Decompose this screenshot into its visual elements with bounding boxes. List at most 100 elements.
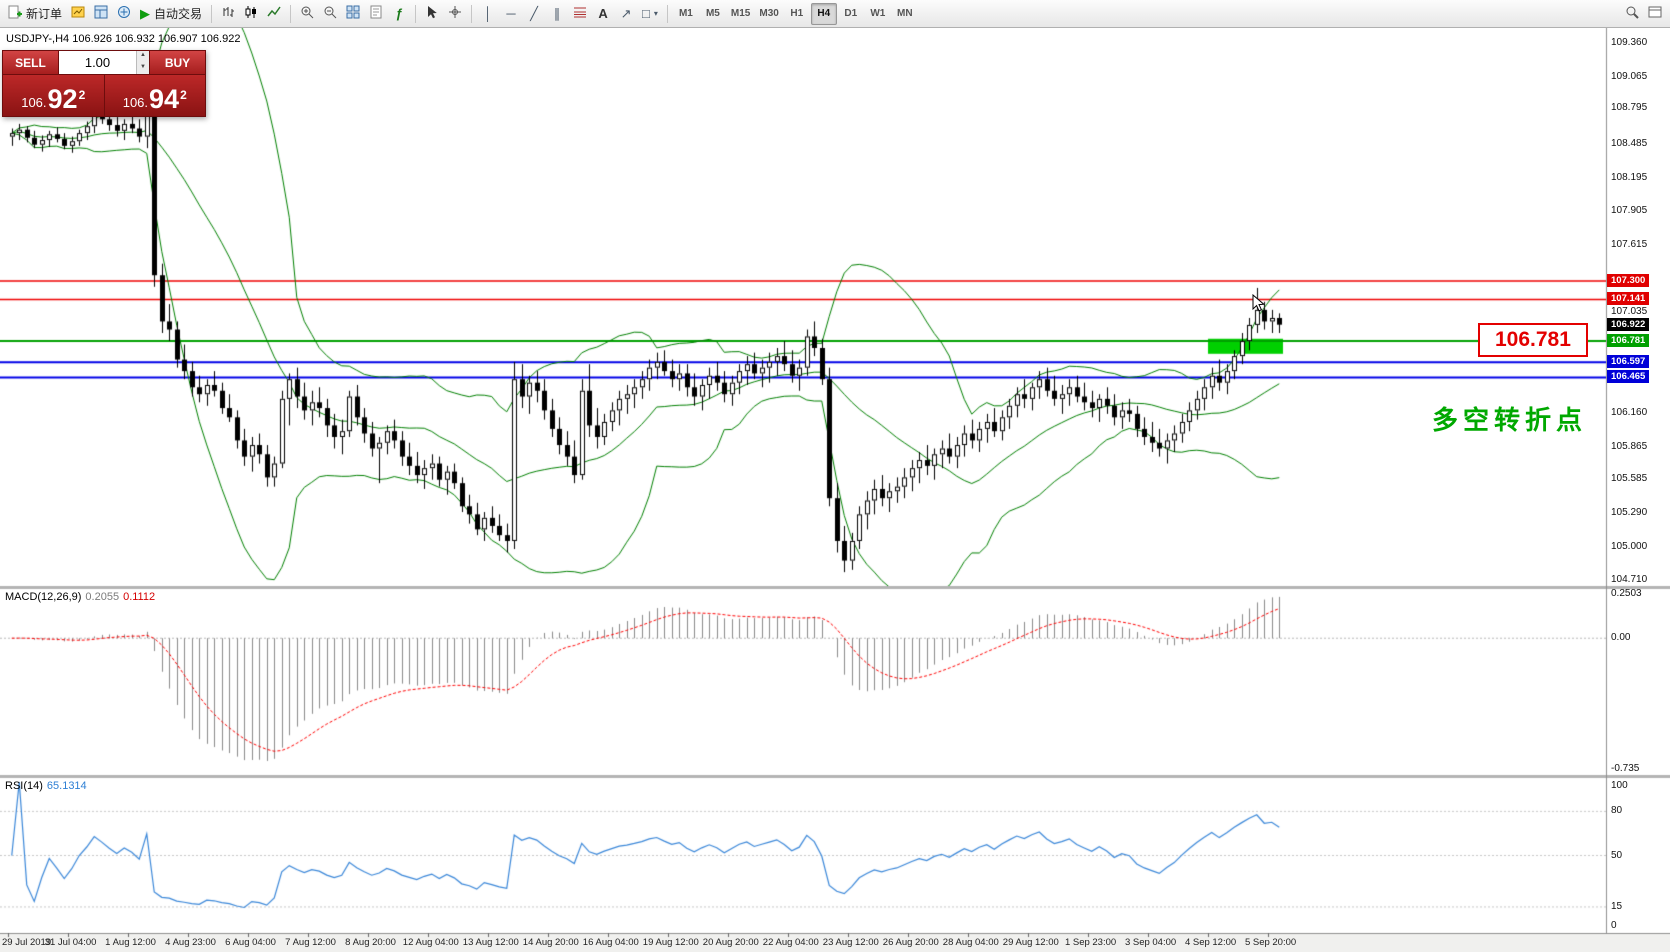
time-axis-label: 26 Aug 20:00 [882,937,939,948]
price-tag: 107.141 [1607,292,1650,306]
fibonacci-button[interactable] [569,3,591,25]
volume-input[interactable] [59,51,137,74]
time-axis-label: 6 Aug 04:00 [225,937,276,948]
text-button[interactable]: A [592,3,614,25]
auto-trading-button[interactable]: ▶ 自动交易 [136,3,206,25]
time-axis-label: 1 Sep 23:00 [1064,937,1117,948]
symbol-ohlc-info: USDJPY-,H4 106.926 106.932 106.907 106.9… [6,33,241,45]
new-order-label: 新订单 [26,7,63,21]
timeframe-h4-button[interactable]: H4 [810,2,837,25]
chevron-down-icon: ▾ [653,9,658,18]
fibonacci-icon [573,5,587,22]
time-axis-label: 31 Jul 04:00 [44,937,97,948]
macd-scale-min-label: -0.735 [1611,763,1640,774]
indicators-button[interactable]: ƒ [388,3,410,25]
price-axis-label: 104.710 [1611,574,1648,586]
timeframe-d1-button[interactable]: D1 [838,3,864,25]
sell-button[interactable]: SELL [3,51,59,74]
market-watch-icon [94,5,108,22]
bid-prefix: 106. [21,95,47,110]
zoom-in-button[interactable] [296,3,318,25]
layout-icon [1648,5,1662,22]
ask-price[interactable]: 106. 94 2 [105,75,206,116]
timeframe-m15-button[interactable]: M15 [727,3,754,25]
candlestick-button[interactable] [240,3,262,25]
bid-pipette: 2 [78,88,86,102]
price-axis-label: 108.795 [1611,102,1648,114]
rsi-scale-label: 80 [1611,805,1623,817]
price-axis-label: 108.195 [1611,171,1648,183]
tile-windows-button[interactable] [342,3,364,25]
macd-scale-zero-label: 0.00 [1611,632,1631,644]
price-axis-label: 107.905 [1611,205,1648,217]
new-order-icon [8,5,22,22]
layout-button[interactable] [1644,3,1666,25]
channel-icon: ∥ [553,6,561,21]
candlestick-icon [244,5,258,22]
toolbar-separator [415,4,417,23]
crosshair-button[interactable] [444,3,466,25]
vertical-line-button[interactable]: │ [477,3,499,25]
market-watch-button[interactable] [90,3,112,25]
chart-canvas[interactable] [0,28,1670,952]
line-chart-icon [267,5,281,22]
navigator-icon [117,5,131,22]
templates-button[interactable] [365,3,387,25]
time-axis-label: 20 Aug 20:00 [702,937,759,948]
shapes-button[interactable]: □ ▾ [638,3,662,25]
volume-down-icon[interactable]: ▼ [140,63,146,70]
toolbar-separator [211,4,213,23]
timeframe-group: M1 M5 M15 M30 H1 H4 D1 W1 MN [673,2,918,25]
time-axis-label: 23 Aug 12:00 [822,937,879,948]
timeframe-m5-button[interactable]: M5 [700,3,726,25]
trade-controls-row: SELL ▲ ▼ BUY [3,51,205,74]
rsi-scale-label: 0 [1611,920,1617,931]
zoom-in-icon [300,5,314,22]
timeframe-w1-button[interactable]: W1 [865,3,891,25]
price-axis-label: 107.035 [1611,305,1648,317]
time-axis-label: 8 Aug 20:00 [345,937,396,948]
time-axis-label: 19 Aug 12:00 [642,937,699,948]
time-axis-label: 14 Aug 20:00 [522,937,579,948]
trendline-button[interactable]: ╱ [523,3,545,25]
timeframe-mn-button[interactable]: MN [892,3,918,25]
vertical-line-icon: │ [483,6,493,21]
price-axis-label: 105.585 [1611,473,1648,485]
buy-button[interactable]: BUY [149,51,205,74]
horizontal-line-button[interactable]: ─ [500,3,522,25]
time-axis-label: 16 Aug 04:00 [582,937,639,948]
rsi-scale-label: 15 [1611,900,1623,912]
price-tag: 106.597 [1607,355,1650,369]
crosshair-icon [448,5,462,22]
timeframe-m30-button[interactable]: M30 [755,3,782,25]
cursor-button[interactable] [421,3,443,25]
horizontal-line-icon: ─ [506,6,516,21]
toolbar-separator [666,4,668,23]
timeframe-m1-button[interactable]: M1 [673,3,699,25]
channel-button[interactable]: ∥ [546,3,568,25]
bar-chart-button[interactable] [217,3,239,25]
search-button[interactable] [1621,3,1643,25]
timeframe-h1-button[interactable]: H1 [784,3,810,25]
volume-up-icon[interactable]: ▲ [140,52,146,58]
bid-price[interactable]: 106. 92 2 [3,75,105,116]
volume-control: ▲ ▼ [59,51,149,74]
rsi-indicator-header: RSI(14) 65.1314 [5,780,87,792]
new-chart-icon [71,5,85,22]
arrows-button[interactable]: ↗ [615,3,637,25]
time-axis-label: 13 Aug 12:00 [462,937,519,948]
tile-windows-icon [346,5,360,22]
line-chart-button[interactable] [263,3,285,25]
price-axis-label: 105.865 [1611,440,1648,452]
navigator-button[interactable] [113,3,135,25]
zoom-out-button[interactable] [319,3,341,25]
auto-trading-label: 自动交易 [154,7,203,21]
chart-window: USDJPY-,H4 106.926 106.932 106.907 106.9… [0,28,1670,952]
new-chart-button[interactable] [67,3,89,25]
new-order-button[interactable]: 新订单 [4,3,66,25]
cursor-icon [425,5,439,22]
rsi-scale-label: 50 [1611,849,1623,861]
toolbar-separator [471,4,473,23]
main-toolbar: 新订单 ▶ 自动交易 ƒ │ ─ ╱ ∥ [0,0,1670,28]
trendline-icon: ╱ [530,6,538,21]
